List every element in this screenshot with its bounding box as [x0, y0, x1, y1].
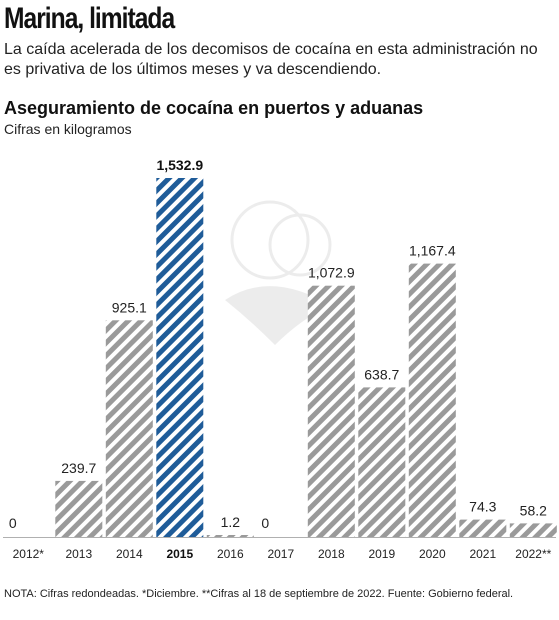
category-label-2019: 2019 — [368, 547, 395, 561]
value-label-2017: 0 — [261, 515, 269, 531]
value-label-2018: 1,072.9 — [308, 265, 355, 281]
bar-2015 — [156, 178, 204, 537]
bar-2019 — [358, 387, 406, 537]
bar-2016 — [206, 535, 254, 537]
value-label-2019: 638.7 — [364, 366, 399, 382]
bar-chart: 0 239.7 925.1 1,532.9 1.2 0 1,072.9 638.7 1,167.… — [3, 157, 557, 561]
headline: Marina, limitada — [4, 2, 175, 35]
category-label-2015: 2015 — [166, 547, 193, 561]
value-label-2015: 1,532.9 — [156, 157, 203, 173]
category-label-2017: 2017 — [267, 547, 294, 561]
footnote: NOTA: Cifras redondeadas. *Diciembre. **… — [4, 588, 514, 600]
value-label-2021: 74.3 — [469, 499, 496, 515]
category-label-2012: 2012* — [13, 547, 45, 561]
value-label-2022: 58.2 — [520, 502, 547, 518]
eagle-seal-watermark — [225, 200, 332, 345]
category-label-2016: 2016 — [217, 547, 244, 561]
category-label-2018: 2018 — [318, 547, 345, 561]
category-label-2014: 2014 — [116, 547, 143, 561]
category-label-2021: 2021 — [469, 547, 496, 561]
category-label-2020: 2020 — [419, 547, 446, 561]
bar-2022 — [509, 523, 557, 537]
category-label-2013: 2013 — [65, 547, 92, 561]
deck-text: La caída acelerada de los decomisos de c… — [4, 41, 538, 78]
bar-2014 — [105, 320, 153, 537]
category-label-2022: 2022** — [515, 547, 551, 561]
value-label-2012: 0 — [9, 515, 17, 531]
bar-2021 — [459, 519, 507, 537]
bar-2020 — [408, 263, 456, 537]
bar-2013 — [55, 480, 103, 537]
value-label-2016: 1.2 — [221, 514, 241, 530]
chart-title: Aseguramiento de cocaína en puertos y ad… — [4, 98, 424, 118]
bar-2018 — [307, 285, 355, 537]
value-label-2013: 239.7 — [61, 460, 96, 476]
value-label-2014: 925.1 — [112, 299, 147, 315]
value-label-2020: 1,167.4 — [409, 243, 456, 259]
chart-subtitle: Cifras en kilogramos — [4, 121, 132, 137]
